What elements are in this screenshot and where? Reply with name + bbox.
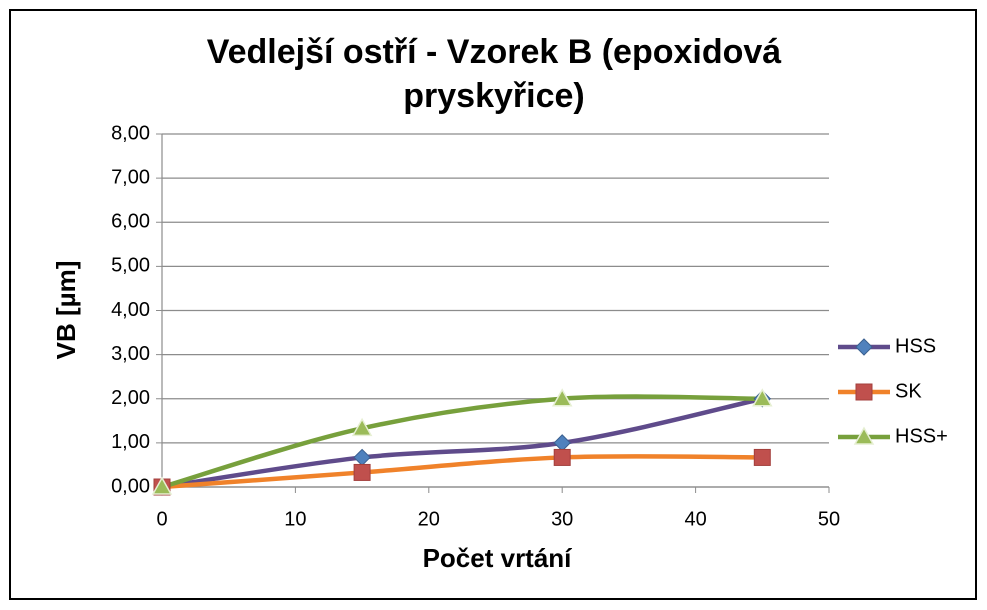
legend-label: HSS (895, 335, 936, 357)
y-axis-label: VB [µm] (51, 261, 81, 360)
x-axis-label: Počet vrtání (423, 543, 573, 573)
series-line (161, 394, 763, 490)
y-tick-label: 1,00 (111, 431, 150, 453)
y-tick-label: 5,00 (111, 255, 150, 277)
legend-marker (855, 338, 873, 356)
marker (551, 388, 573, 407)
y-tick-label: 4,00 (111, 299, 150, 321)
x-tick-label: 20 (418, 508, 440, 530)
marker (353, 463, 371, 481)
series-line (161, 454, 763, 490)
y-tick-label: 8,00 (111, 122, 150, 144)
legend-label: HSS+ (895, 425, 948, 447)
y-tick-label: 3,00 (111, 343, 150, 365)
series-line (161, 396, 763, 490)
marker (752, 388, 773, 407)
x-tick-label: 0 (156, 508, 167, 530)
marker (151, 476, 173, 495)
x-tick-label: 10 (284, 508, 306, 530)
legend-label: SK (895, 380, 922, 402)
y-tick-label: 6,00 (111, 211, 150, 233)
chart-title: Vedlejší ostří - Vzorek B (epoxidová pry… (206, 33, 782, 115)
marker (753, 448, 771, 466)
legend-marker (855, 383, 873, 401)
marker (553, 448, 571, 466)
y-tick-label: 7,00 (111, 166, 150, 188)
x-tick-label: 40 (684, 508, 706, 530)
legend-marker (853, 426, 875, 445)
marker (351, 417, 373, 437)
y-tick-label: 2,00 (111, 387, 150, 409)
x-tick-label: 50 (818, 508, 840, 530)
x-tick-label: 30 (551, 508, 573, 530)
chart-border (9, 9, 977, 600)
y-tick-label: 0,00 (111, 475, 150, 497)
